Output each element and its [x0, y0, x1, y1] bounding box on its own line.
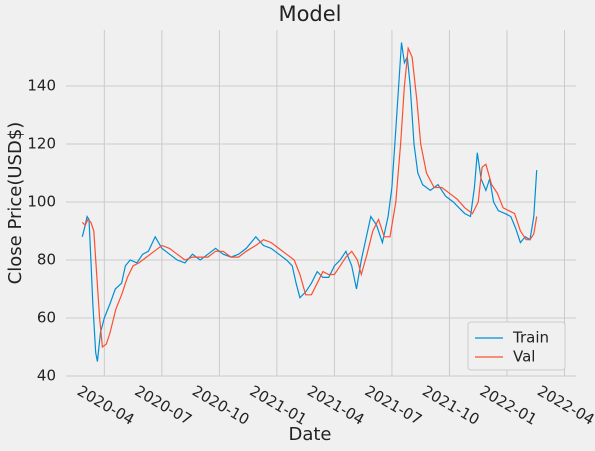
x-tick-label: 2021-04: [304, 382, 367, 429]
x-tick-label: 2020-10: [189, 382, 252, 429]
x-tick-label: 2021-10: [419, 382, 482, 429]
x-tick-label: 2021-01: [247, 382, 310, 429]
y-tick-label: 100: [27, 192, 56, 210]
x-tick-label: 2020-07: [132, 382, 195, 429]
chart-title: Model: [278, 2, 341, 26]
legend-box: [467, 321, 566, 371]
legend-label: Val: [513, 348, 535, 366]
line-series: [81, 46, 538, 349]
x-tick-label: 2022-01: [477, 382, 540, 429]
y-tick-label: 120: [27, 134, 56, 152]
x-tick-label: 2020-04: [74, 382, 137, 429]
x-axis-label: Date: [288, 424, 331, 445]
x-tick-label: 2022-04: [534, 382, 595, 429]
y-tick-label: 140: [27, 76, 56, 94]
y-tick-label: 80: [37, 250, 56, 268]
y-axis-label: Close Price(USD$): [5, 122, 26, 285]
x-tick-label: 2021-07: [362, 382, 425, 429]
y-tick-label: 60: [37, 308, 56, 326]
y-tick-label: 40: [37, 367, 56, 385]
line-series: [81, 42, 538, 362]
legend-label: Train: [512, 329, 549, 347]
